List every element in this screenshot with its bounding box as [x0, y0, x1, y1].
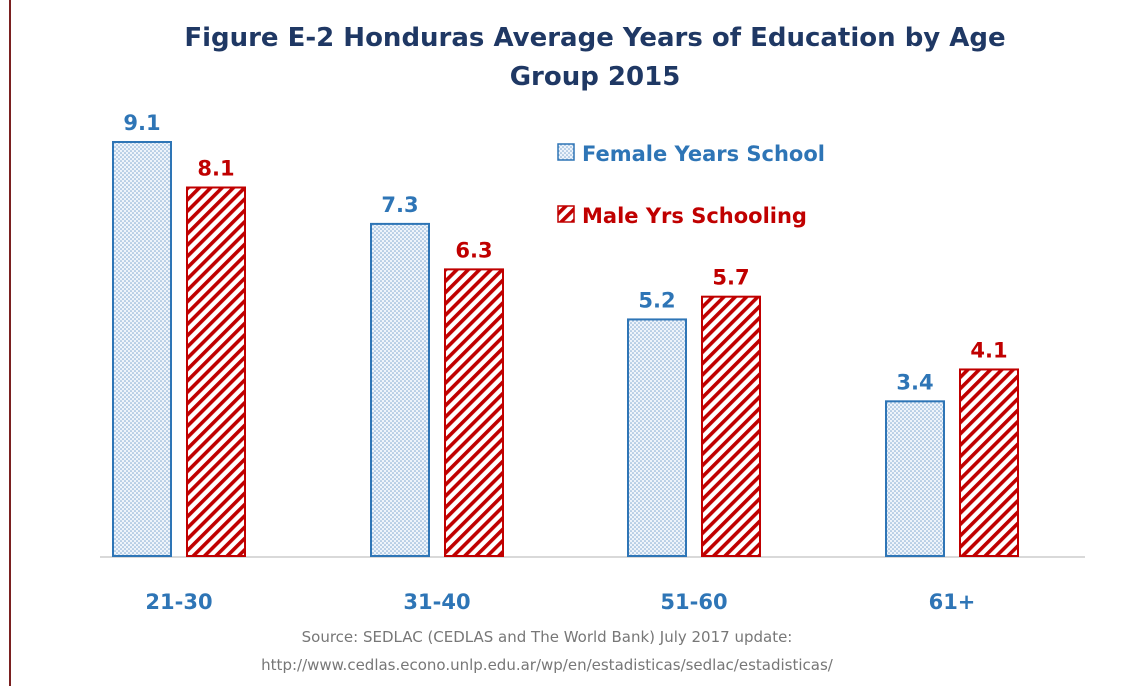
category-labels-group: 21-30 31-40 51-60 61+	[145, 590, 975, 614]
bar-male-31-40	[444, 268, 504, 557]
category-label-21-30: 21-30	[145, 590, 212, 614]
value-label-female-21-30: 9.1	[123, 111, 160, 135]
legend-swatch-male	[557, 205, 575, 223]
chart-title-line2: Group 2015	[510, 62, 681, 92]
value-label-female-51-60: 5.2	[638, 288, 675, 312]
bar-male-21-30	[186, 186, 246, 557]
legend-label-female: Female Years School	[582, 142, 825, 166]
bar-female-51-60	[627, 318, 687, 557]
bar-male-51-60	[701, 295, 761, 557]
value-label-female-61+: 3.4	[896, 370, 933, 394]
left-border-rule	[9, 0, 11, 686]
bar-female-21-30	[112, 141, 172, 557]
legend: Female Years School Male Yrs Schooling	[557, 142, 825, 228]
legend-label-male: Male Yrs Schooling	[582, 204, 807, 228]
bars-group	[112, 141, 1019, 558]
bar-male-61+	[959, 368, 1019, 557]
bar-female-61+	[885, 400, 945, 558]
value-label-female-31-40: 7.3	[381, 193, 418, 217]
bar-female-31-40	[370, 222, 430, 557]
category-label-51-60: 51-60	[660, 590, 727, 614]
category-label-31-40: 31-40	[403, 590, 470, 614]
source-line1: Source: SEDLAC (CEDLAS and The World Ban…	[302, 628, 793, 646]
legend-swatch-female	[557, 143, 575, 161]
value-label-male-21-30: 8.1	[197, 156, 234, 180]
chart-title-line1: Figure E-2 Honduras Average Years of Edu…	[184, 23, 1005, 53]
value-label-male-61+: 4.1	[970, 338, 1007, 362]
value-labels-group: 9.1 8.1 7.3 6.3 5.2 5.7 3.4 4.1	[123, 111, 1007, 394]
source-line2: http://www.cedlas.econo.unlp.edu.ar/wp/e…	[261, 656, 834, 674]
category-label-61+: 61+	[929, 590, 976, 614]
value-label-male-51-60: 5.7	[712, 266, 749, 290]
value-label-male-31-40: 6.3	[455, 238, 492, 262]
